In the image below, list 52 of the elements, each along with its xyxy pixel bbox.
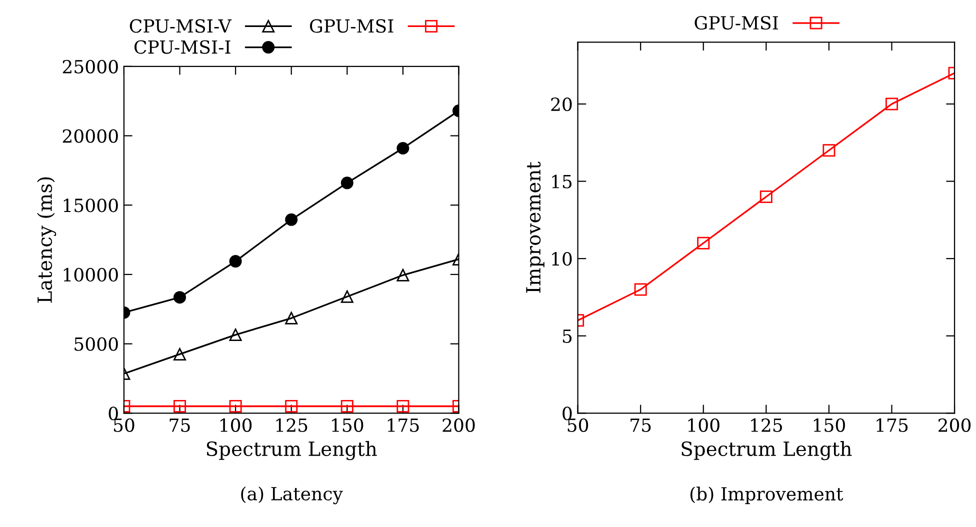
point: [885, 98, 898, 110]
point: [229, 255, 242, 268]
y-tick-label: 15000: [64, 198, 118, 212]
x-axis-title: Spectrum Length: [682, 441, 852, 460]
legend-label: CPU-MSI-V: [130, 19, 232, 33]
point: [340, 176, 354, 190]
point: [396, 268, 410, 282]
x-tick-label: 50: [114, 418, 134, 432]
y-tick-label: 5000: [74, 337, 118, 351]
x-tick-label: 175: [876, 418, 908, 432]
x-tick-label: 150: [814, 418, 845, 432]
point: [822, 144, 836, 157]
y-tick-label: 0: [108, 406, 118, 420]
legend-label: CPU-MSI-I: [134, 40, 230, 54]
point: [229, 400, 242, 412]
legend-label: GPU-MSI: [694, 16, 778, 30]
point: [396, 400, 410, 412]
point: [697, 236, 710, 250]
point: [340, 400, 354, 412]
y-tick-label: 15: [552, 174, 572, 188]
x-tick-label: 75: [630, 418, 651, 432]
x-tick-label: 200: [442, 418, 475, 432]
point: [634, 283, 647, 296]
x-tick-label: 150: [332, 418, 364, 432]
point: [760, 190, 772, 203]
x-tick-label: 200: [938, 418, 971, 432]
y-axis-title: Improvement: [526, 162, 544, 293]
text: (b) Improvement: [690, 486, 844, 504]
y-tick-label: 0: [562, 406, 572, 420]
y-tick-label: 5: [562, 330, 572, 343]
y-tick-label: 10000: [64, 268, 118, 282]
x-tick-label: 100: [220, 418, 252, 432]
x-tick-label: 75: [170, 418, 190, 432]
legend-label: GPU-MSI: [310, 19, 394, 33]
y-tick-label: 20: [551, 97, 572, 112]
point: [396, 142, 410, 154]
x-axis-title: Spectrum Length: [206, 441, 377, 460]
point: [285, 312, 298, 324]
y-axis-title: Latency (ms): [37, 177, 56, 303]
x-tick-label: 50: [568, 418, 588, 432]
x-tick-label: 100: [688, 418, 720, 432]
point: [229, 328, 242, 342]
x-tick-label: 175: [388, 418, 419, 432]
y-tick-label: 20000: [62, 129, 118, 143]
y-tick-label: 10: [552, 252, 572, 266]
point: [285, 400, 298, 412]
y-tick-label: 25000: [62, 60, 118, 74]
point: [340, 290, 354, 303]
point: [285, 213, 298, 226]
x-tick-label: 125: [276, 418, 308, 432]
x-tick-label: 125: [751, 418, 782, 432]
text: (a) Latency: [241, 486, 343, 504]
